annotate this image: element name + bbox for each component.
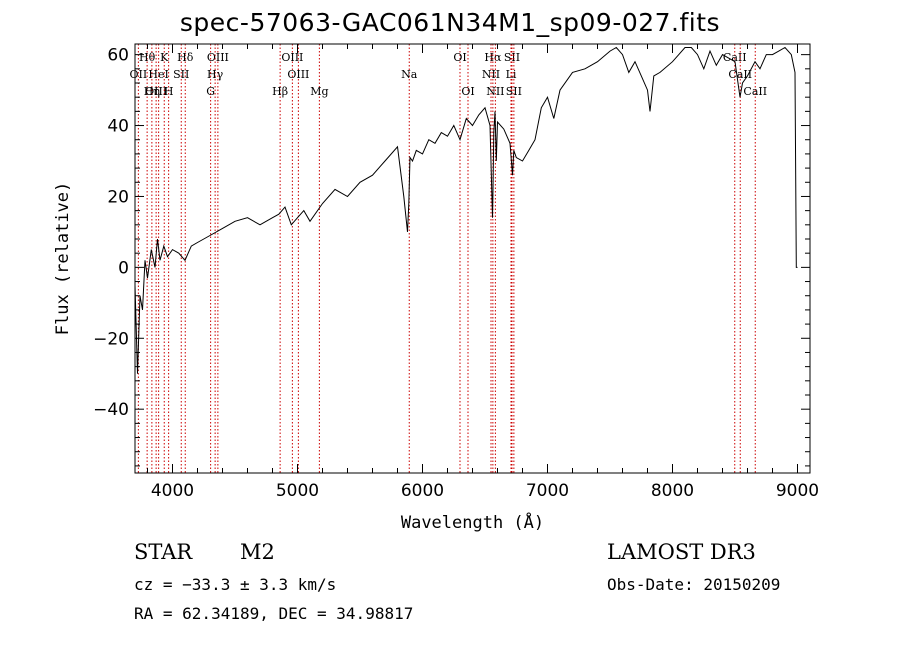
line-marker-label: SII [504, 51, 520, 64]
chart-title: spec-57063-GAC061N34M1_sp09-027.fits [179, 8, 721, 37]
line-marker-label: SII [173, 68, 189, 81]
y-tick-label: 60 [107, 46, 129, 66]
obs-date-label: Obs-Date: 20150209 [607, 575, 781, 594]
line-marker-label: OI [461, 85, 474, 98]
line-marker-label: NII [486, 85, 504, 98]
line-marker-label: HeI [148, 68, 168, 81]
line-marker-label: OII [130, 68, 148, 81]
x-tick-label: 9000 [776, 481, 819, 501]
y-axis-label: Flux (relative) [53, 182, 73, 336]
x-tick-label: 4000 [151, 481, 194, 501]
line-marker-label: CaII [723, 51, 747, 64]
y-tick-label: 0 [118, 258, 129, 278]
line-marker-label: K [160, 51, 169, 64]
line-marker-label: Li [506, 68, 517, 81]
line-marker-label: Hη [144, 85, 160, 98]
x-axis-label: Wavelength (Å) [401, 511, 544, 533]
line-marker-label: SII [506, 85, 522, 98]
survey-label: LAMOST DR3 [607, 540, 756, 564]
line-marker-label: OIII [207, 51, 229, 64]
redshift-label: cz = −33.3 ± 3.3 km/s [134, 575, 337, 594]
line-marker-label: OI [453, 51, 466, 64]
line-marker-label: G [206, 85, 215, 98]
y-tick-label: −40 [93, 400, 129, 420]
spectrum-line [134, 46, 798, 374]
x-tick-label: 8000 [651, 481, 694, 501]
line-marker-label: CaII [743, 85, 767, 98]
line-marker-label: Hθ [139, 51, 156, 64]
x-tick-label: 7000 [526, 481, 569, 501]
line-marker-label: H [164, 85, 174, 98]
line-marker-label: OIII [287, 68, 309, 81]
line-marker-label: Mg [310, 85, 328, 98]
y-tick-label: 40 [107, 117, 129, 137]
coordinates-label: RA = 62.34189, DEC = 34.98817 [134, 604, 414, 623]
line-marker-label: Hδ [177, 51, 194, 64]
y-tick-label: −20 [93, 329, 129, 349]
plot-frame [134, 43, 811, 474]
line-marker-label: Hβ [272, 85, 288, 98]
x-tick-label: 6000 [401, 481, 444, 501]
line-marker-label: Hα [484, 51, 502, 64]
y-tick-label: 20 [107, 187, 129, 207]
class-label: STAR [134, 540, 193, 564]
subclass-label: M2 [240, 540, 275, 564]
line-marker-label: OIII [281, 51, 303, 64]
line-marker-label: NII [482, 68, 500, 81]
line-marker-label: OIII [145, 85, 167, 98]
line-marker-label: Na [401, 68, 418, 81]
x-tick-label: 5000 [276, 481, 319, 501]
line-marker-label: Hγ [207, 68, 224, 81]
